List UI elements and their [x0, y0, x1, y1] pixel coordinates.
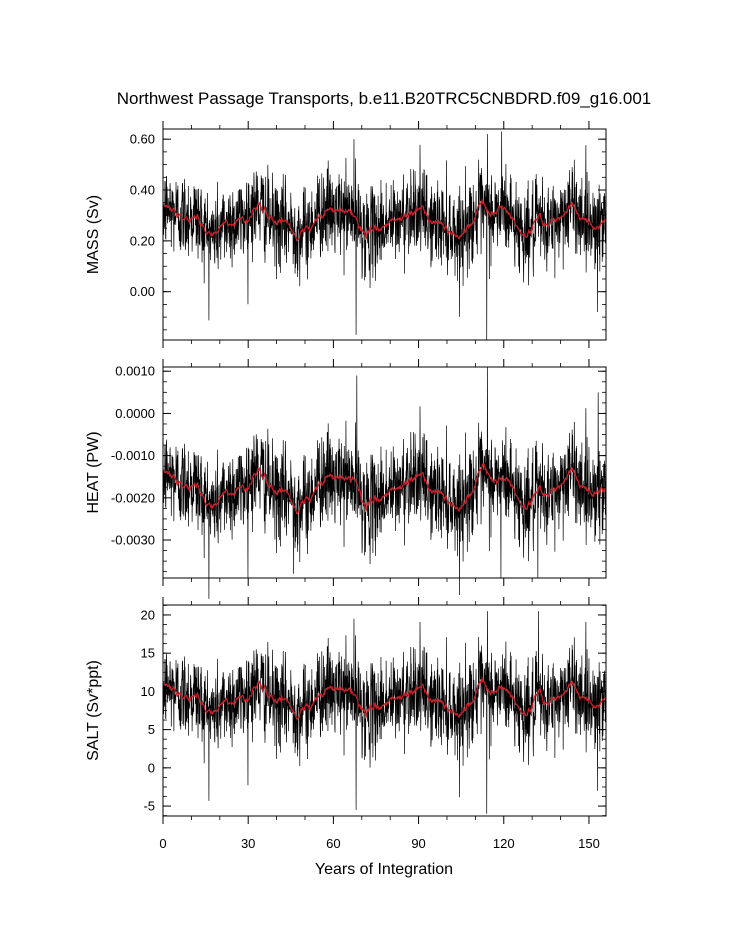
y-tick-label: 15 — [141, 646, 155, 661]
series-line-smoothed-3 — [162, 676, 606, 720]
y-tick-label: 0 — [148, 760, 155, 775]
panel-frame-2 — [162, 366, 607, 579]
x-tick-label: 30 — [241, 836, 255, 851]
panel-2: 0.0010 0.0000 -0.0010 -0.0020 -0.0030 HEAT (P… — [85, 359, 607, 599]
chart-title: Northwest Passage Transports, b.e11.B20T… — [117, 89, 652, 108]
y-tick-label: -0.0030 — [111, 533, 155, 548]
x-tick-label: 0 — [159, 836, 166, 851]
panels-layer: 0.60 0.40 0.20 0.00 MASS (Sv) 0.0010 0.0000 -0.… — [85, 121, 607, 824]
series-line-smoothed-1 — [162, 197, 606, 242]
series-line-raw-2 — [162, 366, 607, 599]
x-axis-title: Years of Integration — [315, 861, 453, 878]
y-tick-label: -5 — [143, 799, 155, 814]
x-tick-label: 90 — [411, 836, 425, 851]
y-tick-label: 0.0010 — [115, 364, 155, 379]
y-tick-label: 0.20 — [130, 233, 155, 248]
y-axis-title-3: SALT (Sv*ppt) — [85, 660, 102, 761]
x-tick-label: 60 — [326, 836, 340, 851]
y-tick-label: 0.60 — [130, 132, 155, 147]
y-tick-label: -0.0020 — [111, 490, 155, 505]
series-line-smoothed-2 — [162, 463, 606, 515]
y-axis-title-2: HEAT (PW) — [85, 431, 102, 513]
panel-3: 20 15 10 5 0 -5 SALT (Sv*ppt) — [85, 597, 607, 824]
panel-frame-1 — [162, 128, 607, 341]
series-line-raw-3 — [162, 611, 607, 814]
y-tick-label: 5 — [148, 722, 155, 737]
y-axis-title-1: MASS (Sv) — [85, 195, 102, 274]
y-tick-label: 10 — [141, 684, 155, 699]
x-tick-label: 150 — [578, 836, 600, 851]
x-tick-label: 120 — [493, 836, 515, 851]
y-tick-label: 0.0000 — [115, 406, 155, 421]
panel-1: 0.60 0.40 0.20 0.00 MASS (Sv) — [85, 121, 607, 348]
y-tick-label: -0.0010 — [111, 448, 155, 463]
x-axis: 0 30 60 90 120 150 — [159, 836, 599, 851]
y-tick-label: 20 — [141, 607, 155, 622]
series-line-raw-1 — [162, 131, 607, 341]
y-tick-label: 0.00 — [130, 284, 155, 299]
y-tick-label: 0.40 — [130, 183, 155, 198]
